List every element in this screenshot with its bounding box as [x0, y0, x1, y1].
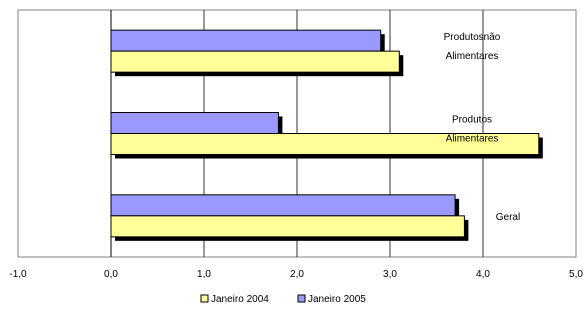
x-tick-label: 2,0	[290, 269, 304, 280]
x-tick-label: 1,0	[197, 269, 211, 280]
category-labels: Produtosnão Alimentares Produtos Alimentare…	[444, 32, 521, 223]
category-label: Produtosnão Alimentares	[444, 32, 501, 62]
bar	[110, 29, 382, 52]
bar	[110, 112, 279, 134]
bar	[110, 133, 540, 155]
legend: Janeiro 2004 Janeiro 2005	[200, 294, 366, 305]
bars	[110, 29, 540, 238]
category-label: Produtos Alimentares	[446, 115, 499, 145]
x-tick-label: 3,0	[383, 269, 397, 280]
x-tick-label: 5,0	[569, 269, 583, 280]
legend-label: Janeiro 2005	[308, 294, 366, 305]
legend-swatch	[297, 294, 306, 303]
legend-label: Janeiro 2004	[211, 294, 269, 305]
x-tick-label: 0,0	[104, 269, 118, 280]
bar	[110, 215, 465, 238]
x-tick-labels: -1,0 0,0 1,0 2,0 3,0 4,0 5,0	[9, 269, 583, 280]
x-tick-label: -1,0	[9, 269, 27, 280]
x-tick-label: 4,0	[476, 269, 490, 280]
legend-swatch	[200, 294, 209, 303]
bar	[110, 50, 400, 73]
bar	[110, 194, 456, 217]
category-label: Geral	[496, 212, 520, 223]
